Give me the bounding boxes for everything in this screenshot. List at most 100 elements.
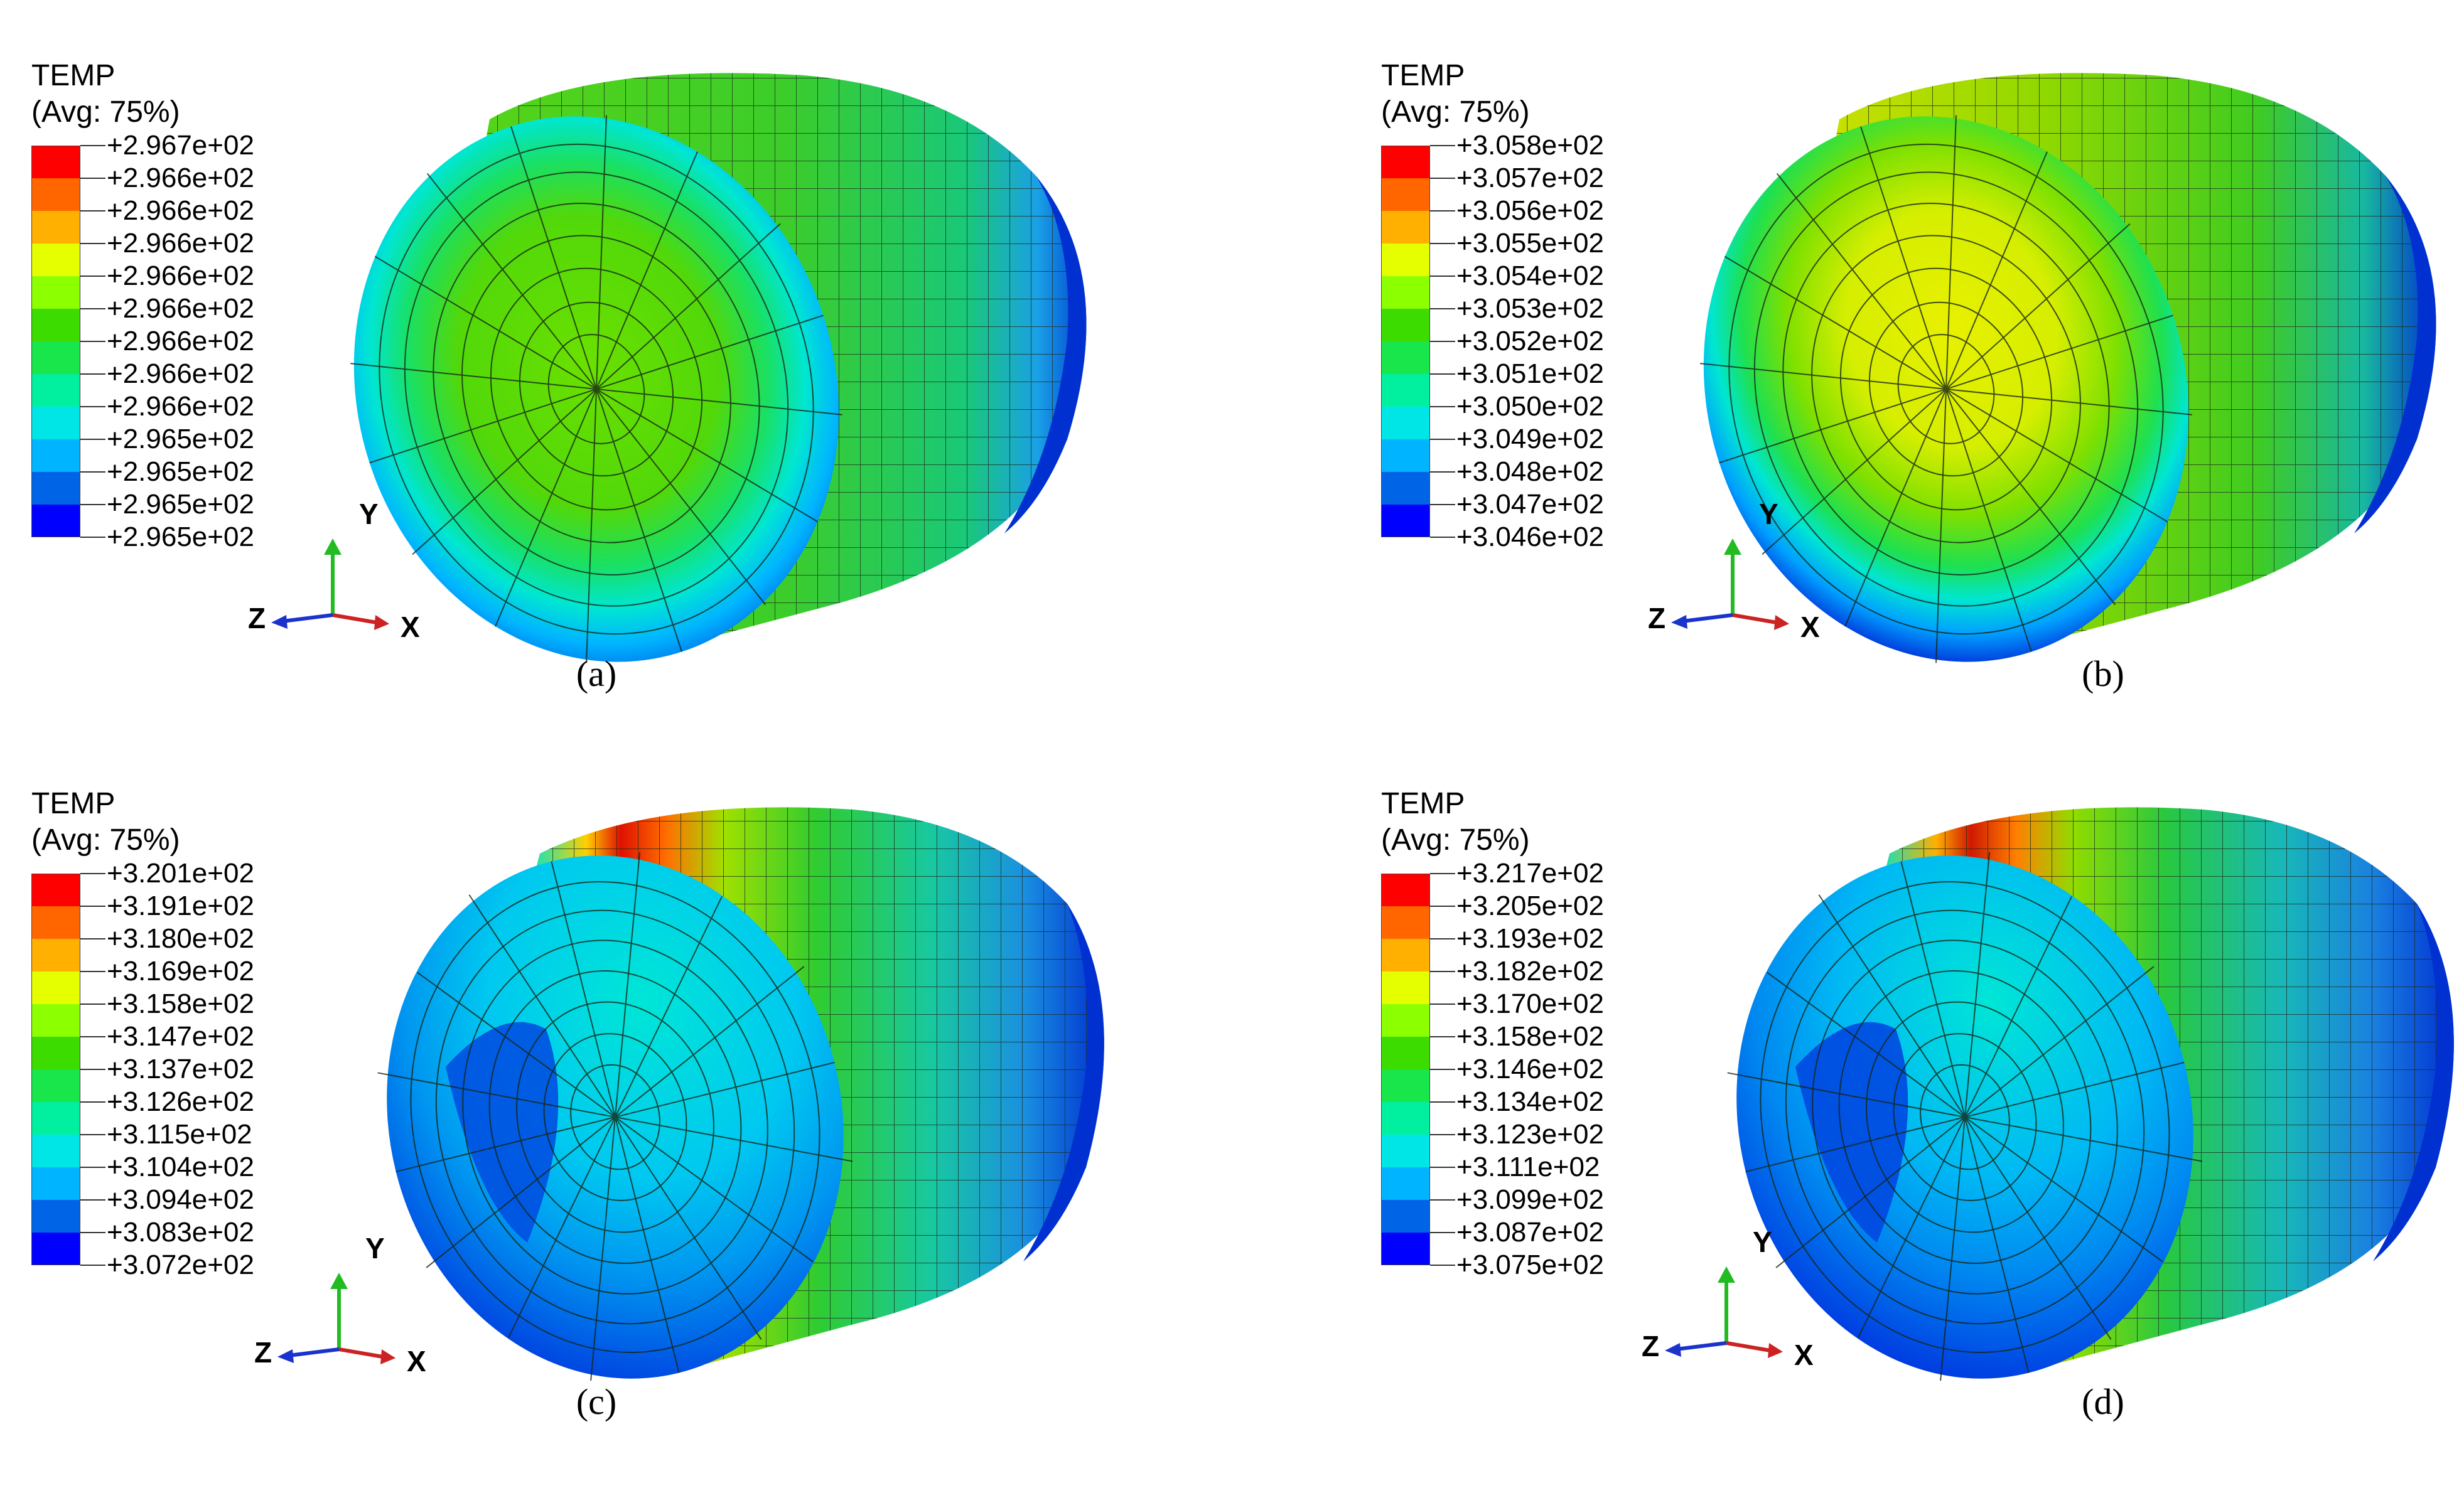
axis-triad: Y Z X [254, 1224, 426, 1390]
cylinder-contour-plot [377, 807, 1104, 1381]
legend-tick [1430, 145, 1455, 146]
legend-title: TEMP [31, 787, 116, 820]
legend-value: +3.115e+02 [107, 1119, 252, 1150]
legend-tick [80, 1036, 105, 1037]
legend-value: +3.054e+02 [1456, 260, 1604, 291]
legend-tick [80, 1232, 105, 1233]
legend-tick [1430, 1265, 1455, 1266]
legend-swatch [1381, 341, 1430, 374]
legend-value: +3.055e+02 [1456, 228, 1604, 259]
legend-value: +3.049e+02 [1456, 424, 1604, 454]
legend-swatch [31, 472, 80, 505]
legend-tick [1430, 938, 1455, 939]
axis-triad-arrows [271, 538, 389, 630]
legend-tick [80, 906, 105, 907]
legend-tick [80, 504, 105, 505]
legend-value: +3.193e+02 [1456, 923, 1604, 954]
legend-swatch [1381, 309, 1430, 341]
legend-swatch [31, 276, 80, 309]
caption-text: (a) [576, 653, 617, 694]
legend-swatch-border [1381, 146, 1430, 537]
legend-swatch [31, 341, 80, 374]
legend-swatch [1381, 874, 1430, 906]
legend-tick [80, 1167, 105, 1168]
legend-tick [1430, 243, 1455, 244]
axis-label-x: X [1800, 611, 1820, 643]
legend-tick [1430, 971, 1455, 972]
legend-value: +3.083e+02 [107, 1217, 254, 1248]
legend-swatch [1381, 939, 1430, 971]
legend-subtitle: (Avg: 75%) [1381, 95, 1530, 129]
legend-value: +3.170e+02 [1456, 988, 1604, 1019]
axis-triad-arrows [1665, 1266, 1783, 1358]
legend-tick [80, 439, 105, 440]
axis-label-y: Y [365, 1232, 385, 1265]
legend-value: +3.134e+02 [1456, 1086, 1604, 1117]
legend-value: +2.966e+02 [107, 260, 254, 291]
legend-value: +3.146e+02 [1456, 1054, 1604, 1084]
legend-swatch [31, 906, 80, 939]
legend-value: +2.966e+02 [107, 391, 254, 422]
legend-value: +3.087e+02 [1456, 1217, 1604, 1248]
legend-swatch [1381, 439, 1430, 472]
legend-swatch [1381, 1069, 1430, 1102]
legend-value: +3.072e+02 [107, 1250, 254, 1280]
axis-label-z: Z [248, 602, 266, 634]
legend-value: +3.051e+02 [1456, 358, 1604, 389]
legend-value: +3.050e+02 [1456, 391, 1604, 422]
panel-d: TEMP (Avg: 75%) +3.217e+02 +3.205e+02 +3.1… [1350, 728, 2464, 1431]
legend-value: +3.056e+02 [1456, 195, 1604, 226]
legend-swatch [31, 939, 80, 971]
legend-tick [1430, 1101, 1455, 1103]
legend-value: +3.123e+02 [1456, 1119, 1604, 1150]
legend-swatch-border [31, 146, 80, 537]
legend-tick [80, 243, 105, 244]
legend: TEMP (Avg: 75%) +3.201e+02 +3.191e+02 +3.1… [31, 786, 254, 1279]
legend-tick [80, 308, 105, 309]
axis-triad: Y Z X [1642, 1217, 1814, 1384]
legend-subtitle: (Avg: 75%) [31, 95, 180, 129]
legend-swatch [31, 1200, 80, 1233]
axis-triad: Y Z X [1648, 490, 1820, 656]
legend-swatch [1381, 505, 1430, 537]
legend-tick [80, 471, 105, 473]
legend-value: +3.111e+02 [1456, 1152, 1600, 1182]
legend-value: +3.158e+02 [107, 988, 254, 1019]
legend-value: +2.966e+02 [107, 228, 254, 259]
legend-swatch [1381, 178, 1430, 211]
legend-swatch [1381, 1004, 1430, 1037]
legend-tick [80, 145, 105, 146]
legend-value: +3.126e+02 [107, 1086, 254, 1117]
legend-value: +3.205e+02 [1456, 891, 1604, 921]
legend-title: TEMP [1381, 787, 1465, 820]
legend-swatch [31, 1037, 80, 1069]
legend-swatch [31, 1135, 80, 1167]
legend-tick [80, 1003, 105, 1005]
legend-swatch [1381, 374, 1430, 407]
axis-triad-arrows [277, 1273, 395, 1364]
caption-text: (d) [2082, 1381, 2124, 1422]
legend-tick [80, 938, 105, 939]
legend-tick [1430, 537, 1455, 538]
legend-swatch-border [31, 874, 80, 1265]
legend-tick [1430, 210, 1455, 211]
legend-value: +3.052e+02 [1456, 326, 1604, 356]
legend-tick [1430, 1134, 1455, 1135]
legend-swatch [1381, 1135, 1430, 1167]
legend-tick [1430, 471, 1455, 473]
legend-value: +2.966e+02 [107, 163, 254, 193]
legend-value: +3.158e+02 [1456, 1021, 1604, 1052]
legend-subtitle: (Avg: 75%) [1381, 823, 1530, 857]
cylinder-contour-plot [1700, 73, 2436, 663]
legend-tick [1430, 373, 1455, 375]
panel-b: TEMP (Avg: 75%) +3.058e+02 +3.057e+02 +3.0… [1350, 0, 2464, 703]
legend-value: +3.075e+02 [1456, 1250, 1604, 1280]
axis-triad-arrows [1671, 538, 1789, 630]
axis-label-z: Z [1648, 602, 1666, 634]
legend-tick [1430, 1232, 1455, 1233]
caption: (c) [0, 1381, 1193, 1423]
axis-label-x: X [401, 611, 420, 643]
legend-tick [80, 406, 105, 407]
legend-tick [1430, 276, 1455, 277]
legend-swatch [1381, 1167, 1430, 1200]
